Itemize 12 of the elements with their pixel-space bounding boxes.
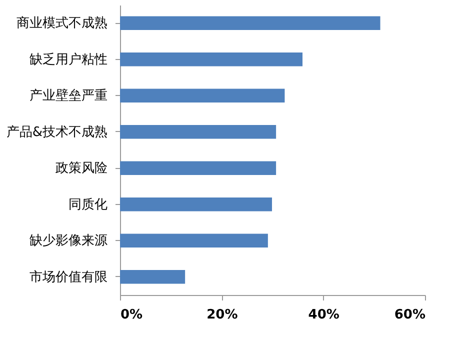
y-tick-label: 产业壁垒严重 xyxy=(30,88,108,104)
y-tick-label: 缺乏用户粘性 xyxy=(30,52,108,68)
x-tick-label: 0% xyxy=(120,308,143,322)
y-tick-label: 缺少影像来源 xyxy=(30,234,108,249)
y-tick-label: 产品&技术不成熟 xyxy=(6,124,108,140)
x-tick-label: 60% xyxy=(394,308,426,322)
y-tick-label: 商业模式不成熟 xyxy=(16,16,108,32)
y-tick-label: 政策风险 xyxy=(56,161,108,176)
x-tick-label: 20% xyxy=(206,308,238,322)
y-tick-label: 市场价值有限 xyxy=(30,270,108,285)
y-tick-label: 同质化 xyxy=(68,197,108,212)
x-tick-label: 40% xyxy=(308,308,340,322)
